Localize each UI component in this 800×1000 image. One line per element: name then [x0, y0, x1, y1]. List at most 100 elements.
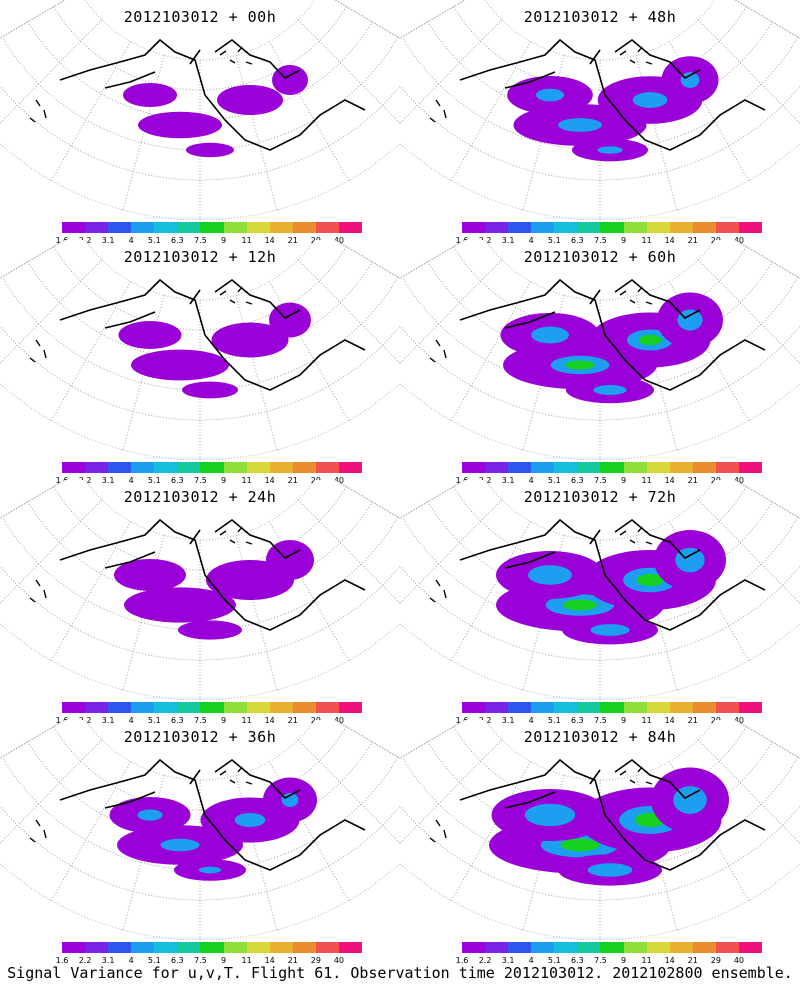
colorbar-label: 4 — [128, 716, 134, 725]
colorbar-label: 3.1 — [101, 716, 115, 725]
colorbar-label: 9 — [220, 476, 227, 485]
latitude-line — [453, 6, 747, 91]
colorbar-label: 1.6 — [55, 476, 69, 485]
colorbar-label: 5.1 — [147, 476, 161, 485]
colorbar-cell — [692, 462, 716, 473]
colorbar-label: 6.3 — [571, 476, 584, 485]
colorbar-cell — [131, 222, 155, 233]
colorbar-cell — [623, 702, 647, 713]
colorbar-label: 7.5 — [194, 476, 207, 485]
colorbar-label: 4 — [528, 236, 534, 245]
colorbar-label: 14 — [264, 956, 275, 965]
latitude-line — [1, 276, 399, 391]
variance-area — [597, 146, 623, 154]
colorbar-label: 21 — [687, 956, 698, 965]
colorbar-cell — [554, 222, 578, 233]
forecast-panel: 2012103012 + 60h1.62.23.145.16.37.591114… — [400, 240, 800, 485]
colorbar-cell — [269, 702, 293, 713]
colorbar-label: 1.6 — [455, 236, 469, 245]
polar-map — [400, 240, 800, 460]
colorbar-cell — [223, 702, 247, 713]
colorbar-cell — [485, 462, 509, 473]
latitude-line — [401, 756, 799, 871]
variance-area — [535, 88, 565, 102]
colorbar-cell — [177, 222, 201, 233]
coastline — [59, 518, 366, 631]
colorbar-cell — [108, 942, 132, 953]
colorbar-label: 7.5 — [194, 716, 207, 725]
colorbar-label: 3.1 — [501, 236, 515, 245]
colorbar-cell — [669, 462, 693, 473]
latitude-line — [400, 325, 800, 421]
latitude-line — [401, 516, 799, 631]
colorbar-cell — [508, 222, 532, 233]
colorbar-label: 4 — [528, 716, 534, 725]
colorbar-cell — [508, 942, 532, 953]
coastline — [59, 38, 366, 151]
colorbar-label: 14 — [664, 956, 675, 965]
colorbar-cell — [623, 942, 647, 953]
colorbar-label: 40 — [333, 716, 345, 725]
colorbar-cell — [531, 222, 555, 233]
colorbar-label: 14 — [264, 716, 275, 725]
colorbar-label: 3.1 — [501, 956, 515, 965]
latitude-line — [1, 36, 399, 151]
map-domain — [0, 240, 400, 460]
colorbar-cell — [577, 702, 601, 713]
colorbar-label: 14 — [664, 716, 675, 725]
variance-area — [560, 838, 600, 852]
colorbar-cell — [508, 462, 532, 473]
colorbar-label: 1.6 — [455, 476, 469, 485]
island-outlines — [29, 46, 253, 123]
coastline — [459, 518, 766, 631]
panel-title: 2012103012 + 60h — [523, 248, 677, 266]
colorbar-label: 40 — [333, 956, 345, 965]
colorbar-label: 14 — [664, 476, 675, 485]
colorbar-label: 21 — [287, 476, 298, 485]
colorbar-label: 7.5 — [594, 956, 607, 965]
colorbar-label: 5.1 — [147, 236, 161, 245]
colorbar-cell — [338, 942, 363, 953]
colorbar-cell — [177, 462, 201, 473]
variance-area — [123, 83, 177, 107]
latitude-line — [401, 36, 799, 151]
coastline — [459, 758, 766, 871]
colorbar-cell — [738, 942, 763, 953]
polar-map — [400, 0, 800, 220]
colorbar-cell — [315, 702, 339, 713]
colorbar-label: 2.2 — [78, 956, 92, 965]
colorbar-cell — [623, 222, 647, 233]
colorbar-cell — [715, 462, 739, 473]
colorbar-cell — [692, 222, 716, 233]
polar-map — [0, 240, 400, 460]
colorbar-cell — [62, 702, 86, 713]
colorbar-label: 6.3 — [571, 956, 584, 965]
latitude-line — [53, 726, 347, 811]
colorbar-cell — [715, 222, 739, 233]
colorbar-cell — [600, 462, 624, 473]
colorbar-cell — [154, 942, 178, 953]
variance-area — [632, 92, 668, 108]
colorbar-cell — [692, 702, 716, 713]
colorbar-label: 1.6 — [55, 236, 69, 245]
coastline — [459, 38, 766, 151]
colorbar-cell — [131, 702, 155, 713]
colorbar-cell — [485, 942, 509, 953]
colorbar-label: 1.6 — [455, 956, 469, 965]
variance-area — [524, 803, 576, 827]
latitude-line — [0, 325, 400, 421]
colorbar-cell — [462, 222, 486, 233]
island-outlines — [29, 526, 253, 603]
colorbar-label: 4 — [528, 956, 534, 965]
forecast-panel: 2012103012 + 84h 1.6 2.2 3.1 4 5.1 6.3 7.5 9 11 14… — [400, 720, 800, 965]
latitude-line — [453, 246, 747, 331]
latitude-line — [400, 85, 800, 181]
latitude-line — [453, 726, 747, 811]
colorbar-cell — [669, 222, 693, 233]
colorbar-cell — [292, 942, 316, 953]
forecast-panel: 2012103012 + 12h1.62.23.145.16.37.591114… — [0, 240, 400, 485]
colorbar-cell — [485, 222, 509, 233]
colorbar-label: 40 — [333, 236, 345, 245]
colorbar-cell — [246, 222, 270, 233]
colorbar-cell — [177, 702, 201, 713]
